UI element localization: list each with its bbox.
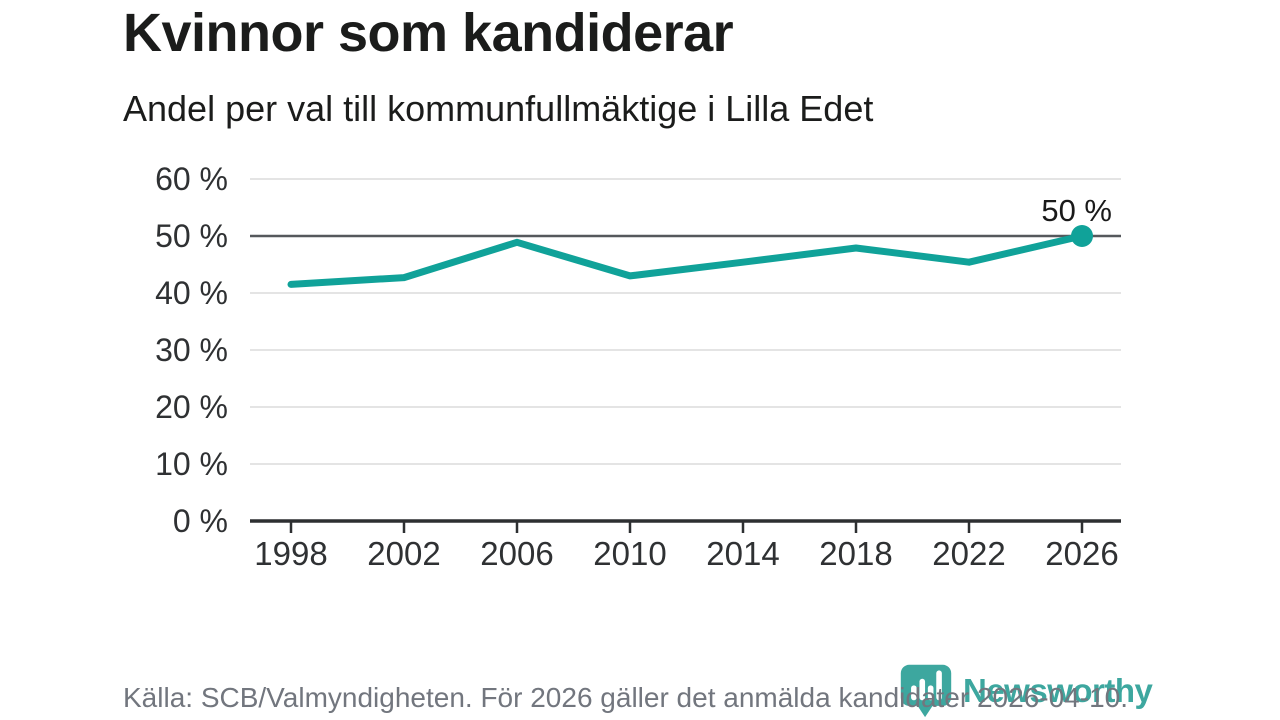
x-tick-label: 2010 — [593, 535, 666, 572]
x-tick-label: 1998 — [254, 535, 327, 572]
x-tick-label: 2018 — [819, 535, 892, 572]
line-chart: 0 % 10 % 20 % 30 % 40 % 50 % 60 % 1998 2002 2006 2… — [155, 161, 1121, 572]
y-tick-label: 10 % — [155, 446, 228, 482]
page-title: Kvinnor som kandiderar — [123, 3, 734, 63]
y-tick-label: 60 % — [155, 161, 228, 197]
x-tick-label: 2002 — [367, 535, 440, 572]
source-note: Källa: SCB/Valmyndigheten. För 2026 gäll… — [123, 682, 1128, 713]
y-tick-label: 0 % — [173, 503, 228, 539]
data-line — [287, 232, 1086, 288]
end-point-marker — [1071, 225, 1093, 247]
chart-subtitle: Andel per val till kommunfullmäktige i L… — [123, 88, 874, 129]
newsworthy-logo: Newsworthy — [897, 662, 1153, 718]
x-tick-label: 2014 — [706, 535, 779, 572]
y-tick-label: 50 % — [155, 218, 228, 254]
x-tick-label: 2022 — [932, 535, 1005, 572]
newsworthy-wordmark: Newsworthy — [963, 672, 1153, 709]
y-tick-label: 30 % — [155, 332, 228, 368]
y-tick-label: 20 % — [155, 389, 228, 425]
newsworthy-logo-icon — [900, 664, 952, 718]
x-tick-label: 2006 — [480, 535, 553, 572]
end-point-label: 50 % — [1041, 193, 1112, 228]
y-tick-label: 40 % — [155, 275, 228, 311]
x-tick-label: 2026 — [1045, 535, 1118, 572]
